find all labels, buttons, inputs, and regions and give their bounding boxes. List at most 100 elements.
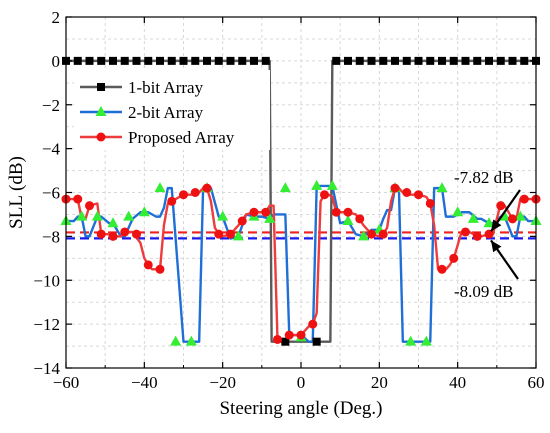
series-1bit-point (250, 57, 258, 65)
x-tick-label: −40 (131, 373, 158, 392)
series-1bit-point (121, 57, 129, 65)
series-1bit-point (379, 57, 387, 65)
series-1bit-point (485, 57, 493, 65)
series-1bit-point (97, 57, 105, 65)
series-1bit-point (86, 57, 94, 65)
series-proposed-point (226, 230, 235, 239)
series-1bit-point (227, 57, 235, 65)
legend-label-proposed: Proposed Array (128, 128, 235, 147)
legend-square-marker (97, 83, 105, 91)
x-axis-title: Steering angle (Deg.) (219, 398, 382, 419)
series-proposed-point (473, 232, 482, 241)
series-1bit-point (403, 57, 411, 65)
series-proposed-point (132, 230, 141, 239)
series-1bit-point (426, 57, 434, 65)
series-1bit-point (168, 57, 176, 65)
annotation-blue-level: -8.09 dB (454, 282, 514, 301)
series-1bit-point (109, 57, 117, 65)
series-2bit-point (170, 336, 181, 346)
x-tick-label: 20 (371, 373, 388, 392)
series-proposed-point (261, 208, 270, 217)
y-tick-label: −8 (42, 227, 60, 246)
series-2bit-point (280, 182, 291, 192)
series-1bit-point (520, 57, 528, 65)
y-tick-label: −2 (42, 96, 60, 115)
series-1bit-point (262, 57, 270, 65)
grid-lines (66, 17, 536, 368)
series-proposed-point (508, 214, 517, 223)
y-tick-label: −14 (33, 359, 60, 378)
legend-circle-marker (97, 133, 106, 142)
series-proposed-point (179, 190, 188, 199)
x-tick-label: −20 (209, 373, 236, 392)
series-proposed-point (496, 201, 505, 210)
series-proposed-point (109, 232, 118, 241)
series-proposed-point (273, 335, 282, 344)
series-proposed-point (402, 188, 411, 197)
series-proposed-point (203, 184, 212, 193)
y-tick-label: 2 (52, 8, 61, 27)
series-1bit-point (368, 57, 376, 65)
series-1bit-point (450, 57, 458, 65)
series-proposed-point (520, 195, 529, 204)
series-1bit-point (332, 57, 340, 65)
series-1bit-point (180, 57, 188, 65)
series-proposed-point (449, 254, 458, 263)
series-proposed-point (191, 188, 200, 197)
series-1bit-point (344, 57, 352, 65)
series-1bit-point (473, 57, 481, 65)
series-2bit-point (123, 211, 134, 221)
legend-label-1bit: 1-bit Array (128, 78, 204, 97)
series-1bit-point (156, 57, 164, 65)
series-proposed-point (285, 331, 294, 340)
series-proposed-point (414, 190, 423, 199)
x-tick-label: 0 (297, 373, 306, 392)
series-proposed-point (73, 195, 82, 204)
series-proposed-point (297, 331, 306, 340)
series-1bit-point (215, 57, 223, 65)
y-tick-label: −10 (33, 271, 60, 290)
series-1bit-point (191, 57, 199, 65)
series-proposed-point (167, 197, 176, 206)
series-2bit-point (155, 182, 166, 192)
series-1bit-point (438, 57, 446, 65)
series-proposed-point (250, 208, 259, 217)
series-proposed-point (308, 320, 317, 329)
series-proposed-point (391, 184, 400, 193)
y-tick-label: 0 (52, 52, 61, 71)
y-tick-label: −6 (42, 184, 60, 203)
y-tick-label: −12 (33, 315, 60, 334)
x-tick-label: 60 (528, 373, 545, 392)
series-proposed-point (144, 260, 153, 269)
legend: 1-bit Array 2-bit Array Proposed Array (74, 70, 270, 150)
series-proposed-point (332, 208, 341, 217)
series-1bit-point (415, 57, 423, 65)
series-proposed-point (367, 230, 376, 239)
legend-label-2bit: 2-bit Array (128, 103, 204, 122)
series-proposed-point (214, 230, 223, 239)
series-proposed-point (156, 265, 165, 274)
series-1bit-point (509, 57, 517, 65)
series-proposed-point (97, 230, 106, 239)
annotation-arrow-blue-head (491, 240, 501, 252)
series-proposed-point (379, 230, 388, 239)
series-proposed-point (120, 227, 129, 236)
series-1bit-point (144, 57, 152, 65)
y-axis-title: SLL (dB) (6, 156, 27, 229)
series-1bit-point (356, 57, 364, 65)
series-proposed-point (320, 190, 329, 199)
series-proposed-point (85, 201, 94, 210)
series-proposed-point (461, 227, 470, 236)
series-proposed-point (426, 199, 435, 208)
series-1bit-point (203, 57, 211, 65)
series-proposed-point (238, 217, 247, 226)
series-1bit-point (74, 57, 82, 65)
series-1bit-point (462, 57, 470, 65)
y-tick-label: −4 (42, 140, 61, 159)
series-proposed-point (355, 214, 364, 223)
annotation-red-level: -7.82 dB (454, 168, 514, 187)
series-proposed-point (438, 265, 447, 274)
series-1bit-point (391, 57, 399, 65)
series-1bit-point (313, 338, 321, 346)
series-1bit-point (133, 57, 141, 65)
